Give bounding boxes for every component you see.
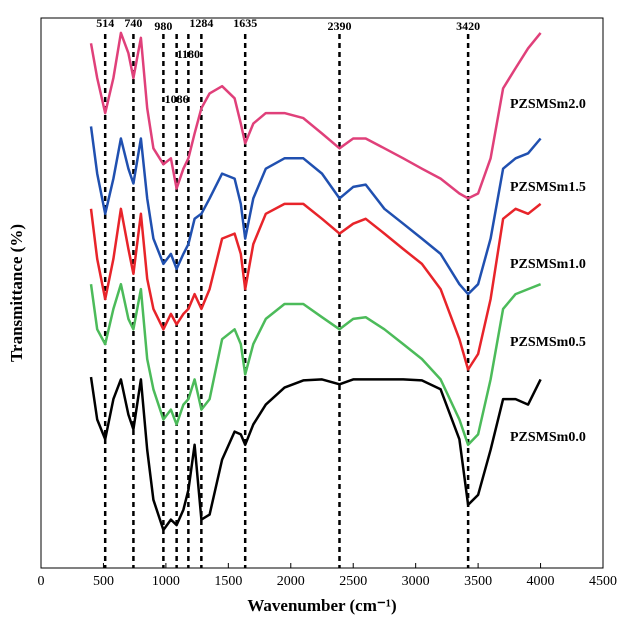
spectrum-line [89,31,542,200]
x-tick-label: 2000 [277,574,305,589]
series-label: PZSMSm0.5 [510,335,586,350]
x-tick-label: 1500 [214,574,242,589]
peak-label: 3420 [456,19,480,33]
y-axis-label: Transmittance (%) [7,224,26,362]
peak-label: 1086 [165,92,189,106]
x-tick-label: 2500 [339,574,367,589]
peak-label: 980 [154,19,172,33]
peak-label: 740 [124,16,142,30]
x-tick-label: 3500 [464,574,492,589]
x-tick-label: 4000 [527,574,555,589]
peak-label: 1635 [233,16,257,30]
plot-frame [40,17,604,569]
spectrum-line [89,126,542,296]
spectrum-line [89,202,542,371]
spectrum-line [89,376,542,532]
x-tick-label: 3000 [402,574,430,589]
x-tick-label: 500 [93,574,114,589]
x-tick-label: 0 [38,574,45,589]
x-tick-label: 1000 [152,574,180,589]
series-label: PZSMSm1.5 [510,180,586,195]
peak-label: 1180 [177,47,200,61]
spectrum-line [89,282,542,447]
peak-label: 1284 [189,16,213,30]
peak-label: 2390 [327,19,351,33]
series-label: PZSMSm1.0 [510,257,586,272]
x-tick-label: 4500 [589,574,617,589]
series-label: PZSMSm2.0 [510,97,586,112]
series-label: PZSMSm0.0 [510,430,586,445]
x-axis-label: Wavenumber (cm⁻¹) [247,596,396,615]
peak-label: 514 [96,16,114,30]
